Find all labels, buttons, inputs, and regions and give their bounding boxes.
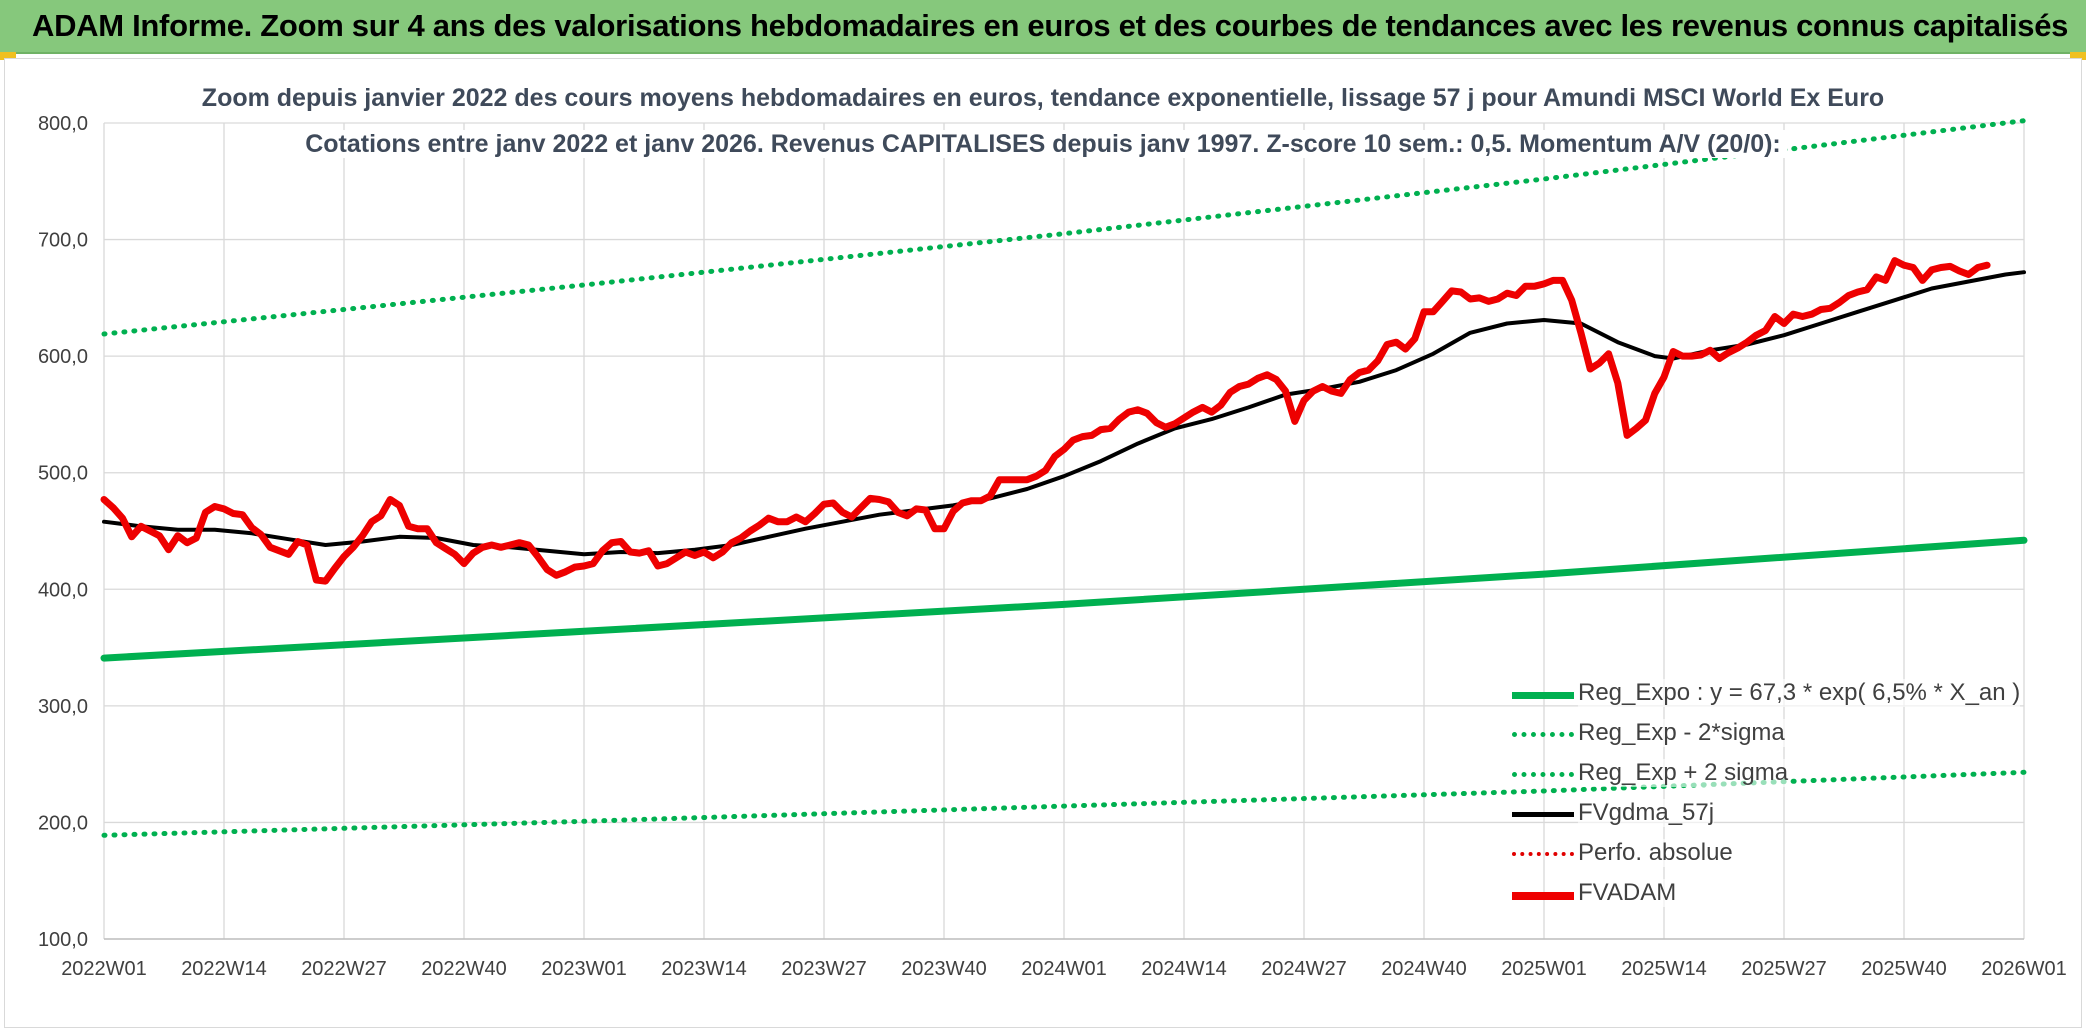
legend-item-reg-expo: Reg_Expo : y = 67,3 * exp( 6,5% * X_an ) (1512, 676, 2052, 716)
y-tick-label: 300,0 (38, 696, 88, 718)
series-line-reg-expo-y-67-3-exp-6-5-x-an (100, 536, 2028, 662)
series-line-reg-exp-2-sigma (101, 118, 2027, 337)
x-tick-label: 2024W01 (1021, 958, 1107, 980)
legend-item-fvgdma: FVgdma_57j (1512, 796, 2052, 836)
y-tick-label: 100,0 (38, 929, 88, 951)
x-tick-label: 2023W14 (661, 958, 747, 980)
legend-swatch-solid-red (1512, 892, 1574, 900)
x-tick-label: 2023W40 (901, 958, 987, 980)
x-tick-label: 2022W14 (181, 958, 267, 980)
x-tick-label: 2024W14 (1141, 958, 1227, 980)
banner-corner-left (0, 52, 16, 60)
legend-item-fvadam: FVADAM (1512, 876, 2052, 916)
y-tick-label: 400,0 (38, 579, 88, 601)
chart-title-container: Zoom depuis janvier 2022 des cours moyen… (0, 84, 2086, 113)
x-tick-label: 2023W27 (781, 958, 867, 980)
report-title: ADAM Informe. Zoom sur 4 ans des valoris… (32, 8, 2069, 43)
legend-swatch-solid-green (1512, 692, 1574, 699)
legend-label: Reg_Expo : y = 67,3 * exp( 6,5% * X_an ) (1578, 679, 2021, 707)
y-tick-label: 800,0 (38, 113, 88, 135)
series-line-fvadam (100, 257, 1991, 585)
x-tick-label: 2026W01 (1981, 958, 2067, 980)
chart-title: Zoom depuis janvier 2022 des cours moyen… (195, 84, 1891, 112)
x-tick-label: 2025W14 (1621, 958, 1707, 980)
legend-label: FVADAM (1578, 879, 1677, 907)
x-tick-label: 2022W27 (301, 958, 387, 980)
gridlines (103, 122, 2025, 940)
legend-item-perfo: Perfo. absolue (1512, 836, 2052, 876)
chart-subtitle: Cotations entre janv 2022 et janv 2026. … (299, 130, 1787, 158)
y-tick-label: 500,0 (38, 463, 88, 485)
axes: 800,0 700,0 600,0 500,0 400,0 300,0 200,0 100,0… (38, 113, 2067, 980)
chart-legend: Reg_Expo : y = 67,3 * exp( 6,5% * X_an )… (1512, 676, 2052, 916)
x-tick-label: 2024W27 (1261, 958, 1347, 980)
x-tick-label: 2023W01 (541, 958, 627, 980)
legend-swatch-dotted-green (1512, 772, 1574, 777)
x-tick-label: 2022W01 (61, 958, 147, 980)
x-tick-label: 2024W40 (1381, 958, 1467, 980)
banner-corner-right (2070, 52, 2086, 60)
legend-label: Reg_Exp - 2*sigma (1578, 719, 1785, 747)
legend-label: FVgdma_57j (1578, 799, 1715, 827)
legend-item-reg-exp-minus: Reg_Exp - 2*sigma (1512, 716, 2052, 756)
x-tick-label: 2022W40 (421, 958, 507, 980)
legend-label: Perfo. absolue (1578, 839, 1733, 867)
y-tick-label: 700,0 (38, 230, 88, 252)
legend-swatch-dotted-green (1512, 732, 1574, 737)
y-tick-label: 200,0 (38, 812, 88, 834)
report-banner: ADAM Informe. Zoom sur 4 ans des valoris… (0, 0, 2086, 54)
chart-subtitle-container: Cotations entre janv 2022 et janv 2026. … (0, 130, 2086, 159)
legend-swatch-solid-black (1512, 812, 1574, 817)
x-tick-label: 2025W27 (1741, 958, 1827, 980)
legend-label: Reg_Exp + 2 sigma (1578, 759, 1789, 787)
x-tick-label: 2025W40 (1861, 958, 1947, 980)
legend-item-reg-exp-plus: Reg_Exp + 2 sigma (1512, 756, 2052, 796)
x-tick-label: 2025W01 (1501, 958, 1587, 980)
legend-swatch-dotted-red (1512, 852, 1574, 856)
y-tick-label: 600,0 (38, 346, 88, 368)
